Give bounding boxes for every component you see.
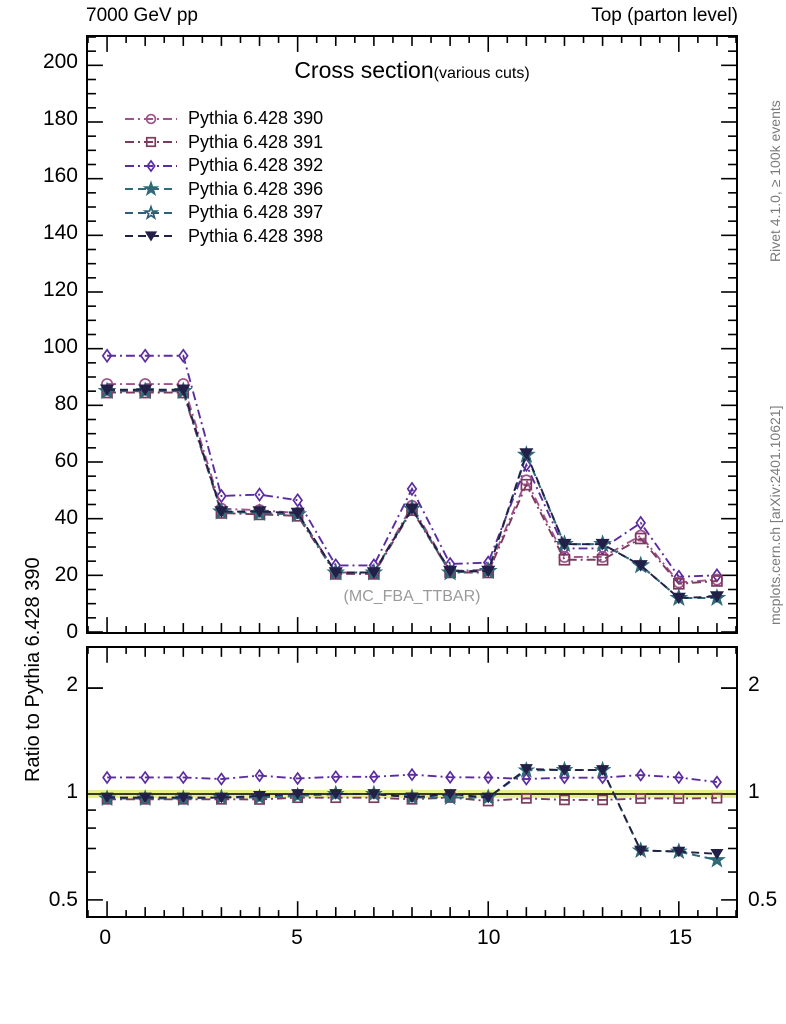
- legend: Pythia 6.428 390 Pythia 6.428 391 Pythia 6…: [124, 107, 323, 248]
- legend-item[interactable]: Pythia 6.428 392: [124, 154, 323, 178]
- ratio-plot-canvas: [88, 648, 736, 916]
- legend-key-star-open-icon: [125, 204, 177, 220]
- ratio-axis-title: Ratio to Pythia 6.428 390: [22, 557, 44, 782]
- main-plot-canvas: [88, 37, 736, 632]
- legend-item-label: Pythia 6.428 390: [188, 108, 324, 129]
- main-y-tick-label: 40: [54, 505, 78, 529]
- main-plot-panel: [86, 35, 738, 634]
- main-y-tick-label: 160: [42, 163, 78, 187]
- ratio-y-tick-label-right: 0.5: [748, 887, 778, 911]
- legend-item[interactable]: Pythia 6.428 397: [124, 201, 323, 225]
- ratio-y-tick-label: 2: [66, 672, 78, 696]
- legend-item[interactable]: Pythia 6.428 390: [124, 107, 323, 131]
- main-y-tick-label: 200: [42, 49, 78, 73]
- analysis-name-label: (MC_FBA_TTBAR): [343, 588, 481, 605]
- ratio-y-tick-label: 0.5: [48, 887, 78, 911]
- legend-key-triangle-down-icon: [125, 231, 177, 242]
- legend-item[interactable]: Pythia 6.428 396: [124, 178, 323, 202]
- x-tick-label: 0: [99, 926, 112, 949]
- legend-item[interactable]: Pythia 6.428 391: [124, 131, 323, 155]
- legend-item[interactable]: Pythia 6.428 398: [124, 225, 323, 249]
- main-y-tick-label: 20: [54, 562, 78, 586]
- legend-item-label: Pythia 6.428 397: [188, 202, 324, 223]
- ratio-y-tick-label-right: 2: [748, 672, 760, 696]
- x-tick-label: 10: [477, 926, 501, 949]
- main-y-tick-label: 60: [54, 448, 78, 472]
- mcplots-source-caption: mcplots.cern.ch [arXiv:2401.10621]: [767, 405, 783, 625]
- legend-item-label: Pythia 6.428 396: [188, 178, 324, 199]
- header-beam-label: 7000 GeV pp: [86, 5, 198, 26]
- main-y-tick-label: 140: [42, 220, 78, 244]
- legend-key-diamond-icon: [125, 159, 177, 173]
- main-y-tick-label: 100: [42, 334, 78, 358]
- header-process-label: Top (parton level): [591, 5, 738, 26]
- main-y-tick-label: 0: [66, 620, 78, 643]
- main-y-tick-label: 80: [54, 391, 78, 415]
- main-y-tick-label: 120: [42, 277, 78, 301]
- legend-key-circle-icon: [125, 113, 177, 125]
- x-tick-label: 15: [668, 926, 693, 949]
- ratio-y-tick-label-right: 1: [748, 780, 760, 804]
- legend-item-label: Pythia 6.428 391: [188, 131, 324, 152]
- legend-item-label: Pythia 6.428 392: [188, 155, 324, 176]
- rivet-version-caption: Rivet 4.1.0, ≥ 100k events: [767, 100, 783, 262]
- legend-key-square-icon: [125, 137, 177, 148]
- legend-key-star-filled-icon: [125, 180, 177, 197]
- ratio-plot-panel: [86, 646, 738, 918]
- x-tick-label: 5: [291, 926, 303, 949]
- legend-item-label: Pythia 6.428 398: [188, 225, 324, 246]
- main-y-tick-label: 180: [42, 106, 78, 130]
- ratio-y-tick-label: 1: [66, 780, 78, 804]
